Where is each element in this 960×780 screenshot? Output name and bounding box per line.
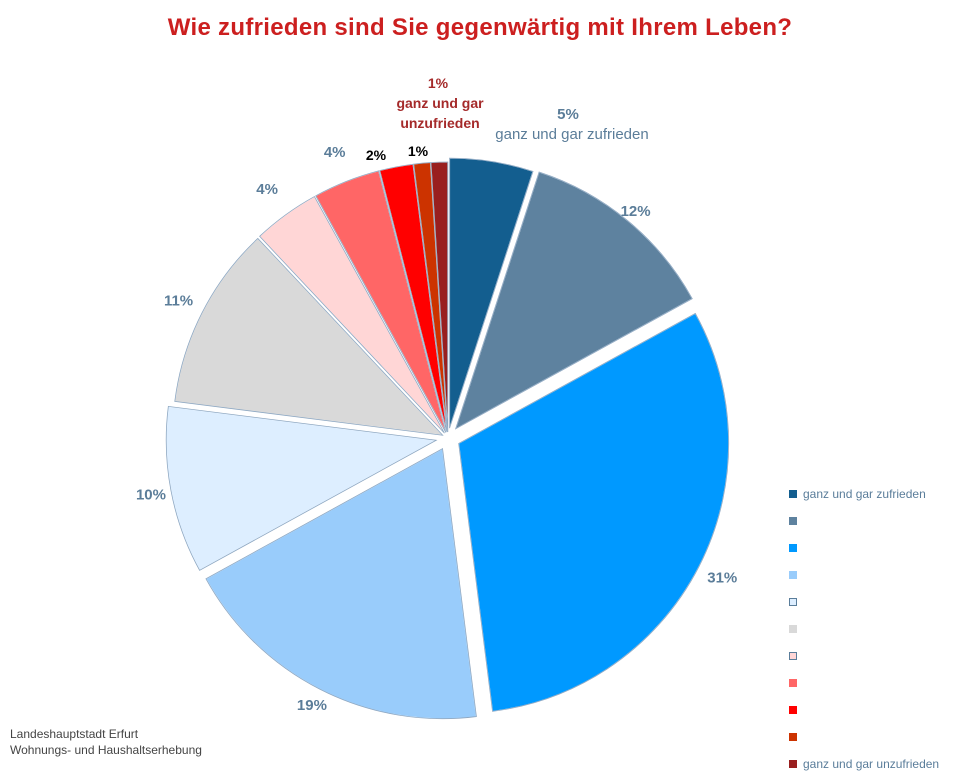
slice-label-8: 4%	[324, 144, 346, 161]
legend-item-9	[789, 703, 803, 717]
legend-item-3	[789, 541, 803, 555]
legend-item-1: ganz und gar zufrieden	[789, 487, 926, 501]
legend-swatch	[789, 706, 797, 714]
legend-swatch	[789, 571, 797, 579]
legend-item-11: ganz und gar unzufrieden	[789, 757, 939, 771]
pie-slice-9	[379, 163, 448, 433]
value-label-2: 12%	[621, 203, 651, 220]
value-label-5: 10%	[136, 487, 166, 504]
slice-label-3: 31%	[707, 570, 737, 587]
pie-slice-8	[315, 170, 447, 433]
legend-item-10	[789, 730, 803, 744]
source-line-2: Wohnungs- und Haushaltserhebung	[10, 743, 202, 757]
chart-title: Wie zufrieden sind Sie gegenwärtig mit I…	[167, 14, 793, 41]
value-label-3: 31%	[707, 570, 737, 587]
legend-item-7	[789, 649, 803, 663]
legend-swatch	[789, 652, 797, 660]
slice-label-2: 12%	[621, 203, 651, 220]
slice-label-1: 5% ganz und gar zufrieden	[495, 106, 648, 143]
value-label-9: 2%	[366, 147, 387, 163]
legend-item-4	[789, 568, 803, 582]
pie-slice-outline-3	[458, 312, 730, 712]
legend-swatch	[789, 598, 797, 606]
pie-slice-7	[258, 195, 445, 434]
pie-slice-outline-6	[174, 237, 444, 436]
legend-swatch	[789, 517, 797, 525]
category-label-1: ganz und gar zufrieden	[495, 126, 648, 143]
legend-swatch	[789, 733, 797, 741]
slice-label-11: 1% ganz und gar unzufrieden	[396, 75, 484, 131]
pie-slice-5	[165, 405, 438, 572]
slice-label-5: 10%	[136, 487, 166, 504]
legend-swatch	[789, 544, 797, 552]
pie-slice-outline-8	[315, 170, 447, 433]
slice-label-10: 1%	[408, 143, 429, 159]
value-label-7: 4%	[256, 181, 278, 198]
pie-slice-1	[449, 157, 534, 429]
value-label-11: 1%	[428, 75, 449, 91]
slice-label-4: 19%	[297, 697, 327, 714]
legend-swatch	[789, 679, 797, 687]
pie-slice-6	[174, 237, 444, 436]
pie-slice-outline-7	[259, 195, 445, 434]
legend-item-6	[789, 622, 803, 636]
slice-label-6: 11%	[164, 293, 193, 310]
value-label-10: 1%	[408, 143, 429, 159]
value-label-1: 5%	[557, 106, 579, 123]
source-note: Landeshauptstadt Erfurt Wohnungs- und Ha…	[10, 726, 202, 758]
pie-slice-outline-4	[205, 448, 477, 720]
pie-slice-outline-1	[449, 157, 534, 429]
pie-slice-4	[205, 447, 477, 720]
category-label-11-line-2: unzufrieden	[400, 115, 479, 131]
value-label-8: 4%	[324, 144, 346, 161]
pie-slice-outline-2	[454, 171, 693, 430]
legend-label: ganz und gar zufrieden	[803, 487, 926, 501]
slice-label-9: 2%	[366, 147, 387, 163]
pie-slice-outline-9	[379, 163, 448, 433]
legend-swatch	[789, 490, 797, 498]
category-label-11-line-1: ganz und gar	[396, 95, 484, 111]
legend-swatch	[789, 625, 797, 633]
legend-item-5	[789, 595, 803, 609]
pie-slice-3	[458, 312, 730, 712]
pie-slice-outline-5	[165, 405, 438, 571]
pie-slice-outline-11	[430, 161, 449, 433]
pie-slice-11	[430, 161, 449, 433]
value-label-6: 11%	[164, 293, 193, 310]
value-label-4: 19%	[297, 697, 327, 714]
slice-label-7: 4%	[256, 181, 278, 198]
legend-item-8	[789, 676, 803, 690]
legend-label: ganz und gar unzufrieden	[803, 757, 940, 771]
legend-swatch	[789, 760, 797, 768]
source-line-1: Landeshauptstadt Erfurt	[10, 727, 139, 741]
pie-slice-2	[454, 171, 693, 430]
legend-item-2	[789, 514, 803, 528]
